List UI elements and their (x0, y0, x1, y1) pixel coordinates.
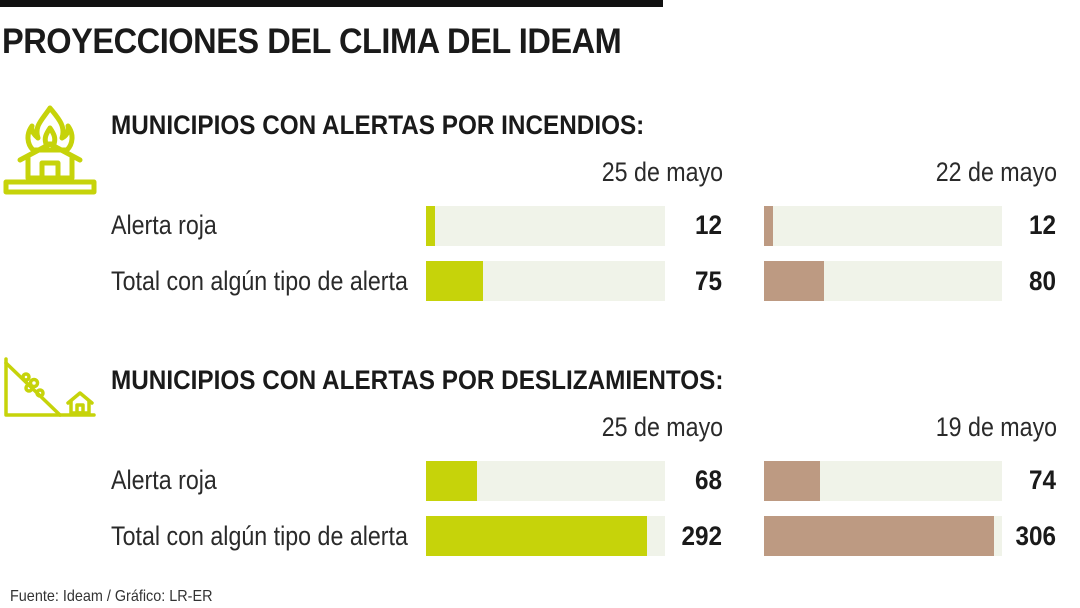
bar-track (426, 261, 665, 301)
bar (764, 516, 995, 556)
column-header-current: 25 de mayo (601, 412, 723, 442)
data-label: 75 (694, 266, 722, 296)
page-title: PROYECCIONES DEL CLIMA DEL IDEAM (2, 22, 622, 61)
section-title: MUNICIPIOS CON ALERTAS POR DESLIZAMIENTO… (111, 365, 724, 395)
bar (764, 261, 825, 301)
column-header-previous: 22 de mayo (935, 157, 1057, 187)
bar-track (764, 516, 1002, 556)
bar (426, 461, 478, 501)
bar (426, 516, 647, 556)
bar-track (764, 206, 1002, 246)
landslide-icon (4, 357, 96, 417)
source-note: Fuente: Ideam / Gráfico: LR-ER (10, 588, 213, 605)
data-label: 12 (1028, 210, 1056, 240)
top-rule (0, 0, 663, 7)
category-label: Total con algún tipo de alerta (111, 266, 408, 296)
category-label: Total con algún tipo de alerta (111, 521, 408, 551)
bar-track (764, 261, 1002, 301)
column-header-previous: 19 de mayo (935, 412, 1057, 442)
bar-track (426, 206, 665, 246)
fire-house-icon (3, 105, 97, 195)
data-label: 306 (1015, 521, 1056, 551)
category-label: Alerta roja (111, 465, 217, 495)
data-label: 74 (1028, 465, 1056, 495)
bar-track (426, 461, 665, 501)
bar (764, 206, 774, 246)
bar (764, 461, 820, 501)
data-label: 68 (694, 465, 722, 495)
data-label: 292 (681, 521, 722, 551)
data-label: 80 (1028, 266, 1056, 296)
data-label: 12 (694, 210, 722, 240)
section-title: MUNICIPIOS CON ALERTAS POR INCENDIOS: (111, 110, 645, 140)
bar (426, 206, 436, 246)
column-header-current: 25 de mayo (601, 157, 723, 187)
category-label: Alerta roja (111, 210, 217, 240)
bar-track (764, 461, 1002, 501)
bar (426, 261, 483, 301)
bar-track (426, 516, 665, 556)
